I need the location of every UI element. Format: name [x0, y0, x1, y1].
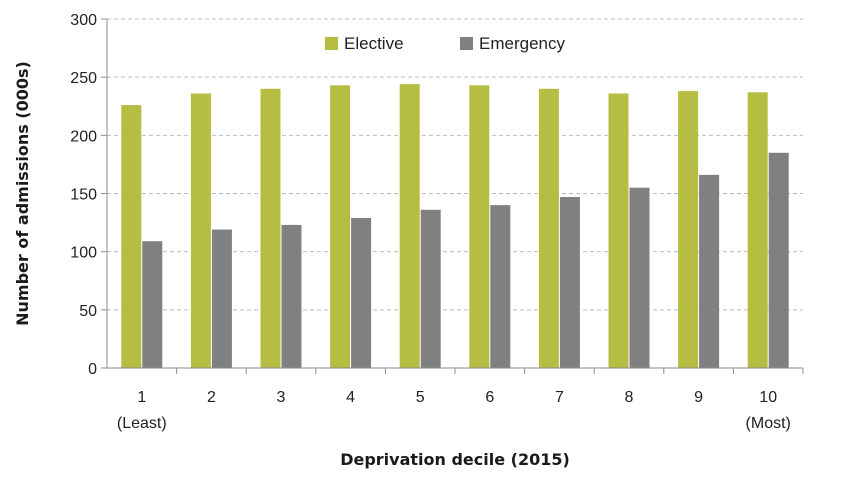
bar-emergency-10 — [768, 152, 789, 368]
y-tick-label: 250 — [70, 70, 97, 87]
bar-elective-5 — [399, 84, 420, 368]
legend-label-emergency: Emergency — [479, 34, 565, 53]
legend-swatch-elective — [325, 37, 338, 50]
x-axis-title: Deprivation decile (2015) — [340, 450, 570, 469]
x-tick-sublabel: (Least) — [117, 415, 167, 432]
bar-elective-9 — [678, 91, 699, 369]
bar-emergency-3 — [281, 224, 302, 368]
gridlines — [107, 18, 803, 311]
x-tick-label: 5 — [416, 389, 425, 406]
bar-emergency-9 — [699, 174, 720, 368]
y-tick-label: 300 — [70, 12, 97, 29]
y-tick-label: 50 — [79, 303, 97, 320]
x-tick-label: 4 — [346, 389, 355, 406]
bar-elective-10 — [747, 92, 768, 368]
x-tick-label: 8 — [625, 389, 634, 406]
legend-label-elective: Elective — [344, 34, 404, 53]
y-axis-title: Number of admissions (000s) — [13, 61, 32, 326]
x-tick-sublabel: (Most) — [746, 415, 791, 432]
x-tick-label: 9 — [694, 389, 703, 406]
bar-emergency-4 — [351, 217, 372, 368]
bar-emergency-8 — [629, 187, 650, 368]
bar-elective-6 — [469, 85, 490, 368]
y-tick-label: 0 — [88, 361, 97, 378]
bar-emergency-5 — [420, 209, 441, 368]
y-tick-label: 150 — [70, 187, 97, 204]
y-tick-label: 200 — [70, 128, 97, 145]
x-tick-label: 6 — [485, 389, 494, 406]
bar-elective-4 — [330, 85, 351, 368]
bar-elective-1 — [121, 105, 142, 368]
bar-elective-3 — [260, 88, 281, 369]
y-tick-label: 100 — [70, 245, 97, 262]
bar-emergency-6 — [490, 205, 511, 368]
bar-elective-7 — [538, 88, 559, 369]
x-tick-label: 7 — [555, 389, 564, 406]
bar-emergency-2 — [211, 229, 232, 368]
x-tick-label: 2 — [207, 389, 216, 406]
bar-emergency-7 — [559, 196, 580, 368]
legend: Elective Emergency — [325, 34, 565, 53]
bar-elective-8 — [608, 93, 629, 368]
bar-emergency-1 — [142, 241, 163, 368]
x-tick-label: 1 — [137, 389, 146, 406]
axes: 0 50 100 150 200 250 300 1 (Least) 2 3 4 5 6 7 8 9 10 (Mos… — [70, 12, 804, 432]
legend-swatch-emergency — [460, 37, 473, 50]
bars — [121, 84, 789, 369]
x-tick-label: 10 — [759, 389, 777, 406]
x-tick-label: 3 — [277, 389, 286, 406]
bar-elective-2 — [190, 93, 211, 368]
